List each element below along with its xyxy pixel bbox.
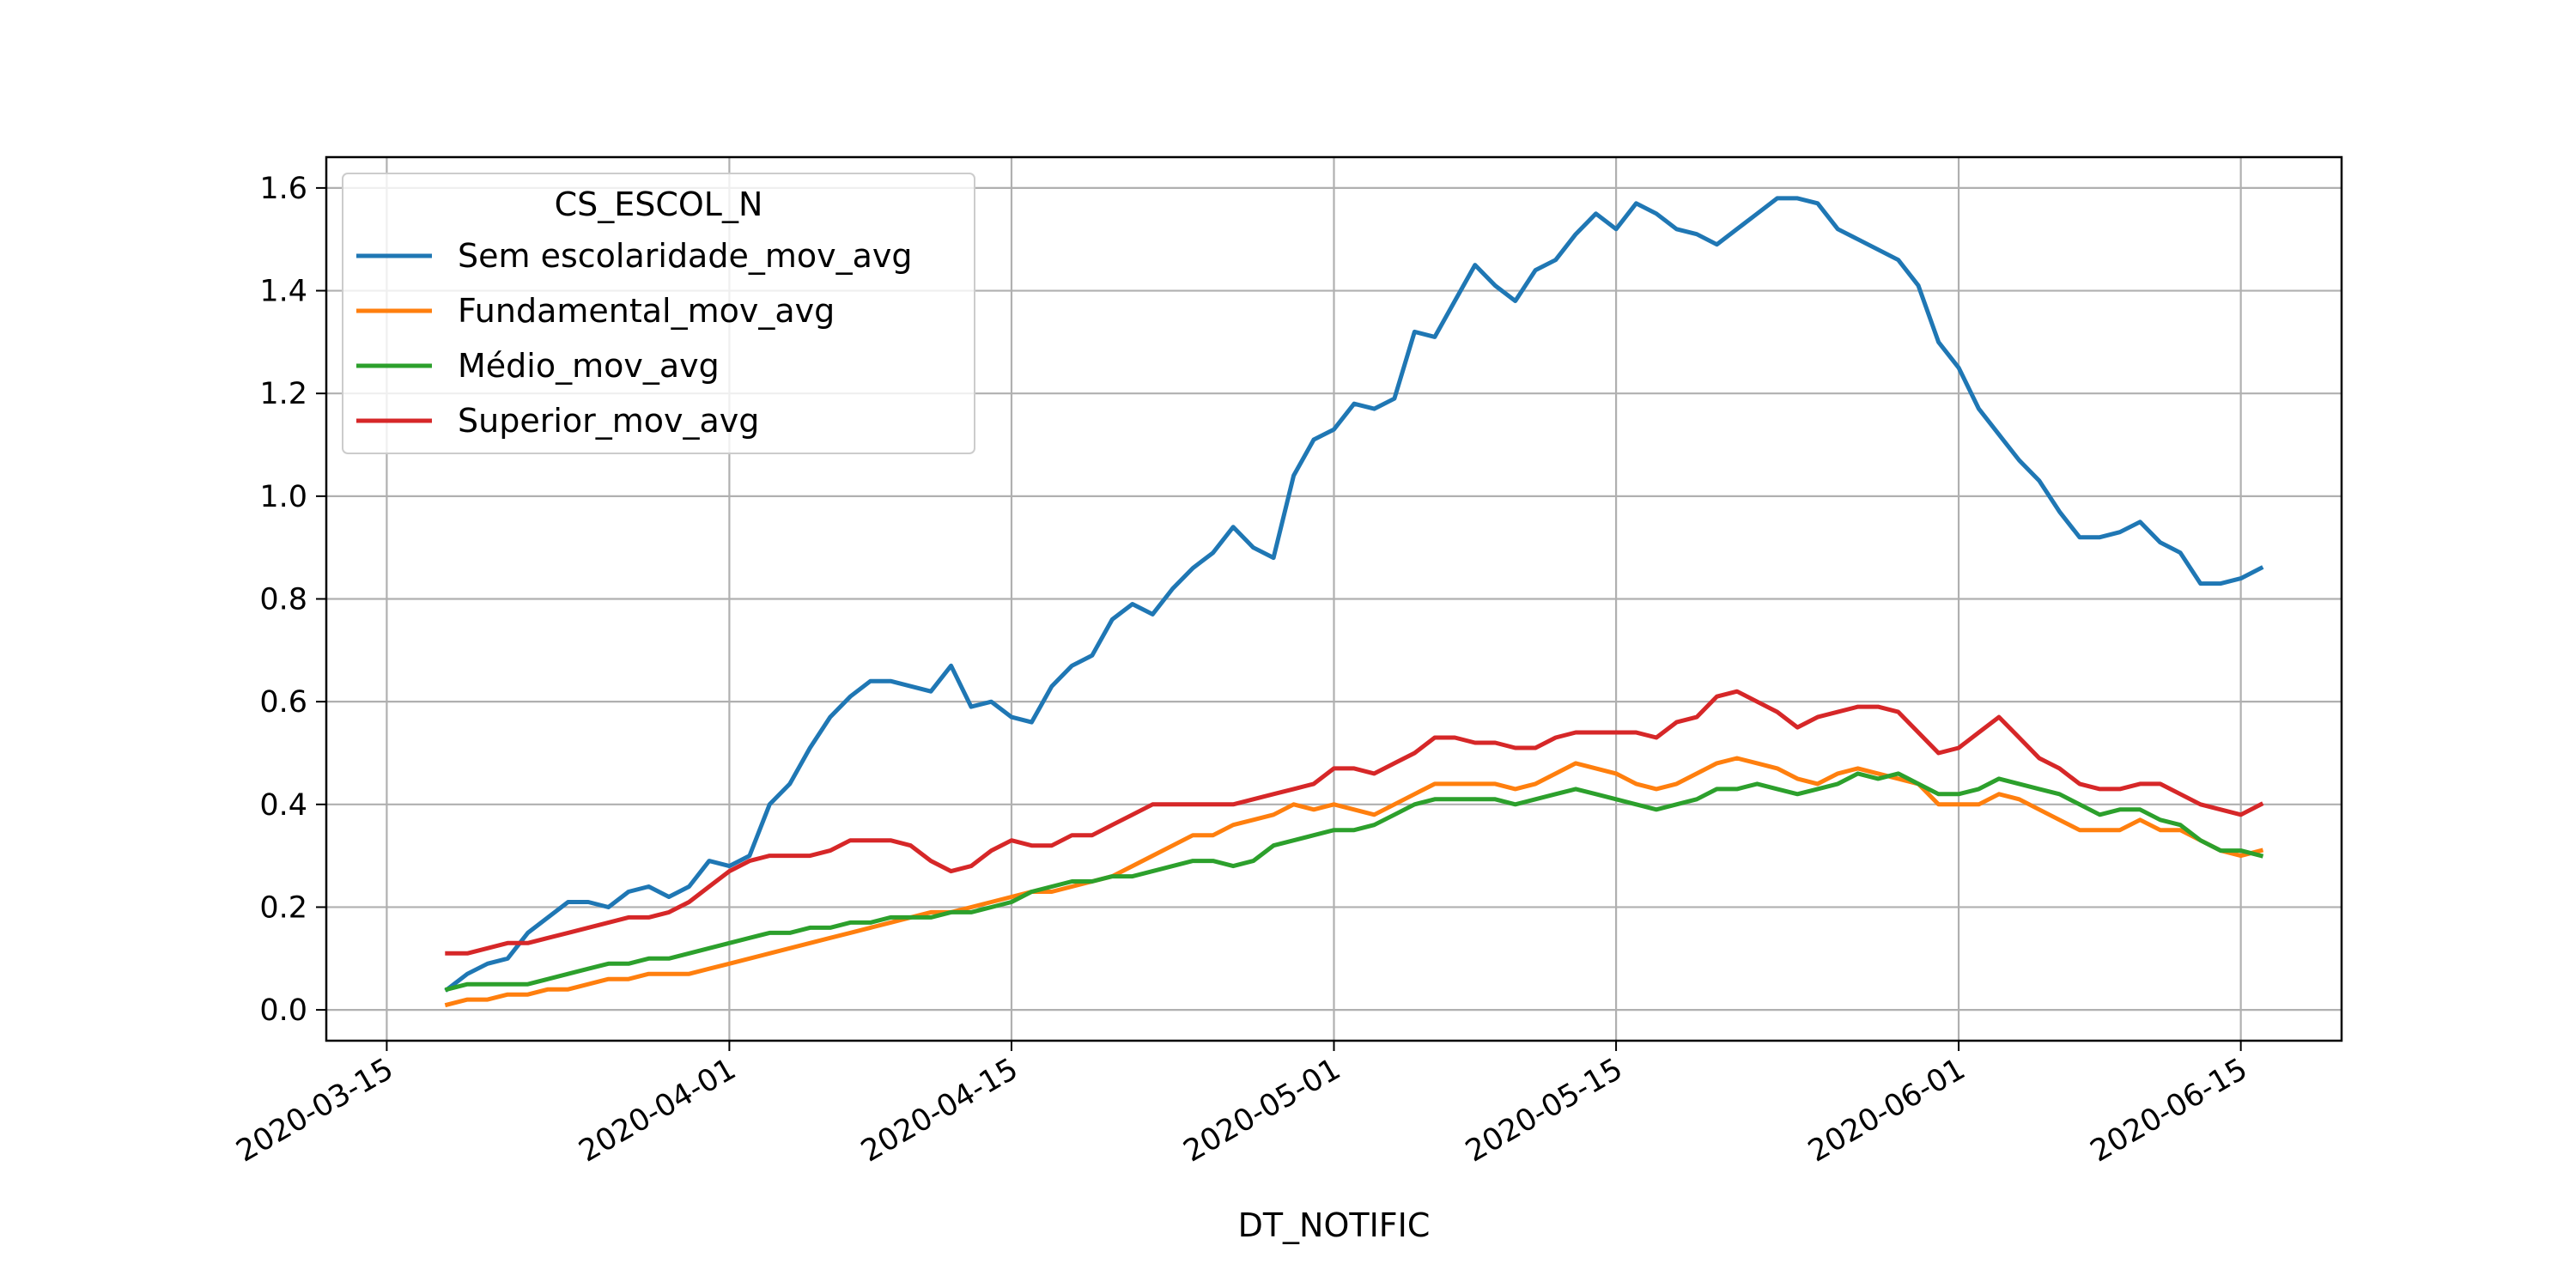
y-tick-label: 0.6 — [259, 685, 307, 720]
series-line-3 — [444, 771, 2264, 993]
series-line-4 — [445, 689, 2264, 956]
y-tick-label: 0.4 — [259, 788, 307, 823]
y-axis-ticks: 0.0 0.2 0.4 0.6 0.8 1.0 1.2 1.4 1.6 — [259, 172, 326, 1028]
legend-entry-label: Fundamental_mov_avg — [458, 292, 835, 330]
series-line-1 — [444, 196, 2264, 993]
legend-entry-label: Superior_mov_avg — [458, 402, 759, 440]
legend-box — [342, 173, 975, 454]
y-tick-label: 0.2 — [259, 890, 307, 925]
series-lines — [444, 196, 2264, 1008]
legend-entry-label: Médio_mov_avg — [458, 347, 720, 385]
y-tick-label: 1.6 — [259, 172, 307, 206]
y-tick-label: 1.0 — [259, 480, 307, 514]
legend: CS_ESCOL_N Sem escolaridade_mov_avg Fundam… — [342, 173, 975, 454]
legend-title: CS_ESCOL_N — [555, 185, 763, 223]
y-tick-label: 0.8 — [259, 583, 307, 617]
y-tick-label: 0.0 — [259, 993, 307, 1028]
y-tick-label: 1.4 — [259, 275, 307, 309]
legend-entry-label: Sem escolaridade_mov_avg — [458, 237, 913, 275]
y-tick-label: 1.2 — [259, 377, 307, 411]
x-axis-label: DT_NOTIFIC — [1238, 1206, 1431, 1244]
series-line-2 — [444, 756, 2264, 1008]
